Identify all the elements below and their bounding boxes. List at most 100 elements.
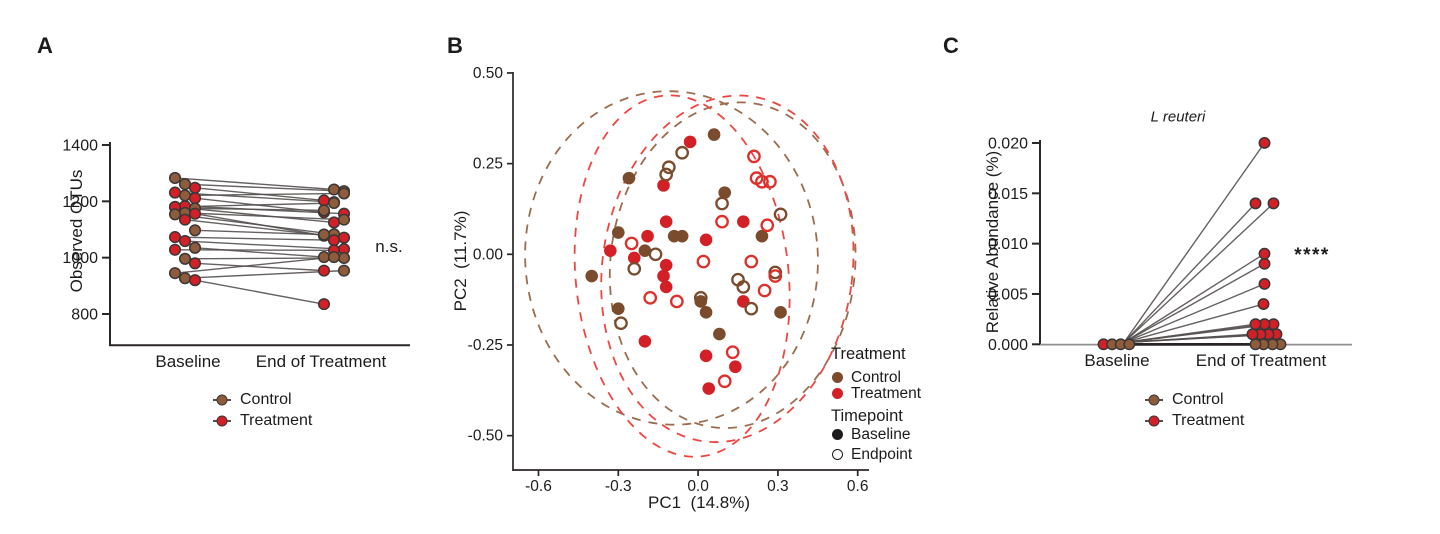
data-point-treatment-baseline [178,234,192,248]
treatment-legend-marker [213,415,231,427]
data-point-control-baseline [188,241,202,254]
data-point-control-endpoint [627,261,642,276]
data-point-treatment-baseline [641,229,654,243]
panel-a-letter: A [37,33,53,58]
data-point-control-baseline [707,128,721,141]
panel-c-y-tick-label: 0.015 [988,186,1028,203]
data-point-treatment-endpoint [327,234,341,247]
pair-line [1123,283,1265,344]
panel-c-y-tick-label: 0.000 [988,337,1028,354]
panel-c-y-tick-label: 0.020 [988,135,1028,152]
data-point-control-baseline [694,295,708,308]
data-point-treatment-baseline [168,243,182,256]
panel-a-y-tick-label: 1000 [62,250,98,267]
data-point-treatment-endpoint [1267,197,1280,210]
data-point-control-baseline [178,252,192,265]
panel-b-x-tick-label: 0.6 [847,478,869,495]
panel-b-y-tick-label: 0.25 [473,156,503,173]
pair-line [174,249,335,252]
endpoint-open-marker [832,449,843,460]
data-point-control-endpoint [317,228,331,241]
panel-b-legend-header-timepoint: Timepoint [831,407,903,425]
data-point-treatment-baseline [168,231,182,244]
data-point-control-endpoint [327,251,341,264]
data-point-treatment-baseline [188,257,202,270]
data-point-treatment-endpoint [768,269,783,283]
panel-b-y-tick-label: 0.50 [473,65,504,82]
pair-line [184,269,345,279]
data-point-treatment-endpoint [624,236,639,251]
panel-a-legend-item-control: Control [213,391,292,408]
data-point-treatment-endpoint [1249,197,1262,210]
panel-b-x-tick-label: 0.0 [687,478,709,495]
panel-c-y-axis-label: Relative Abundance (%) [983,150,1002,334]
data-point-treatment-endpoint [327,216,341,229]
data-point-treatment-endpoint [1258,277,1271,290]
control-legend-marker [1145,394,1163,406]
data-point-treatment-endpoint [757,283,772,298]
control-dot-marker [832,372,843,383]
legend-label: Treatment [240,412,313,429]
data-point-control-baseline [718,186,731,199]
pair-line [1123,202,1274,344]
data-point-control-endpoint [744,301,759,316]
panel-c-significance-annotation: **** [1294,245,1330,266]
legend-label: Treatment [1172,412,1245,429]
panel-c-title: L reuteri [1150,108,1206,126]
treatment-legend-marker [1145,415,1163,427]
legend-label: Baseline [851,425,911,443]
data-point-control-baseline [622,171,636,185]
data-point-control-endpoint [773,207,788,222]
data-point-control-baseline [713,327,726,341]
data-point-treatment-baseline [699,233,713,247]
data-point-treatment-baseline [657,179,670,192]
data-point-control-baseline [755,229,769,243]
confidence-ellipse [524,90,819,426]
pair-line [184,192,345,197]
data-point-treatment-endpoint [760,218,775,233]
panel-b-y-tick-label: -0.25 [468,337,503,354]
pair-line [174,236,335,241]
data-point-treatment-baseline [178,213,192,226]
data-point-treatment-baseline [737,215,750,228]
panel-b-legend-header-treatment: Treatment [831,345,906,363]
data-point-control-endpoint [693,290,708,305]
data-point-treatment-endpoint [317,194,331,207]
panel-a-y-tick-label: 800 [71,306,98,323]
data-point-control-baseline [178,178,192,191]
panel-b-legend-item-treatment: Treatment [832,385,921,402]
panel-c-category-baseline: Baseline [1084,351,1150,370]
panel-c-legend-item-treatment: Treatment [1145,412,1245,429]
data-point-control-endpoint [675,145,689,160]
data-point-treatment-endpoint [1246,328,1259,341]
panel-b-x-tick-label: -0.6 [525,478,552,495]
pair-line [1123,142,1266,343]
data-point-treatment-endpoint [747,149,761,164]
data-point-control-endpoint [337,187,351,200]
data-point-treatment-endpoint [744,254,759,269]
data-point-treatment-baseline [627,251,641,265]
panel-c-category-end-of-treatment: End of Treatment [1195,351,1327,370]
data-point-treatment-endpoint [669,294,684,309]
panel-b-x-tick-label: 0.3 [767,478,789,495]
legend-label: Control [1172,391,1224,408]
panel-a-y-tick-label: 1400 [62,138,98,155]
data-point-control-baseline [638,244,652,257]
data-point-control-endpoint [736,280,751,294]
pair-line [1123,202,1257,343]
data-point-control-endpoint [337,251,351,264]
pair-line [184,212,345,221]
data-point-treatment-endpoint [1249,318,1262,331]
data-point-control-baseline [774,306,787,319]
baseline-filled-marker [832,429,843,440]
data-point-control-baseline [188,224,202,237]
data-point-treatment-baseline [659,258,673,272]
panel-b-x-axis-label: PC1 (14.8%) [647,493,751,512]
panel-a-significance-annotation: n.s. [375,237,403,256]
data-point-control-endpoint [327,196,341,210]
data-point-control-baseline [168,171,182,185]
data-point-control-baseline [612,226,625,239]
data-point-treatment-endpoint [763,174,777,189]
data-point-control-endpoint [317,204,331,217]
